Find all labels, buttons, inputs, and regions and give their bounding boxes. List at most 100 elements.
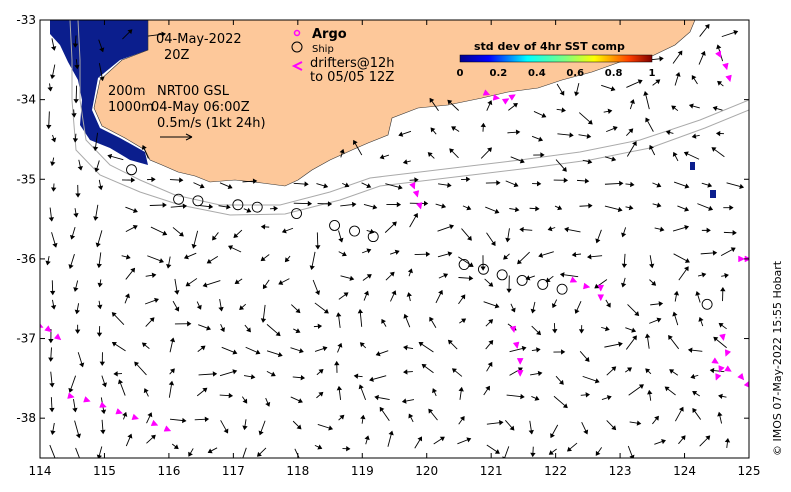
current-vector-head bbox=[391, 221, 397, 227]
current-vector-head bbox=[578, 329, 585, 334]
current-vector-head bbox=[242, 398, 248, 404]
current-vector-head bbox=[239, 305, 245, 311]
current-vector-head bbox=[94, 167, 100, 173]
current-vector-head bbox=[69, 234, 76, 240]
current-vector-head bbox=[536, 181, 542, 187]
current-vector-head bbox=[50, 161, 56, 167]
current-vector-head bbox=[364, 435, 370, 441]
current-vector-head bbox=[307, 200, 313, 207]
drifter-marker bbox=[725, 74, 732, 83]
depth-1000-label: 1000m bbox=[108, 100, 154, 115]
colorbar bbox=[459, 54, 653, 63]
current-vector-head bbox=[49, 290, 56, 296]
current-vector-head bbox=[360, 414, 366, 420]
current-vector-head bbox=[459, 416, 465, 422]
current-vector-head bbox=[50, 430, 56, 436]
current-vector-head bbox=[677, 50, 683, 56]
current-vector-head bbox=[521, 345, 527, 352]
scale-label: 0.5m/s (1kt 24h) bbox=[157, 116, 266, 131]
current-vector-head bbox=[691, 133, 697, 139]
ship-position bbox=[291, 208, 302, 219]
current-vector-head bbox=[439, 436, 445, 442]
current-vector-head bbox=[396, 201, 402, 208]
current-vector-head bbox=[638, 384, 644, 389]
current-vector-head bbox=[341, 251, 347, 257]
current-vector-head bbox=[187, 321, 192, 327]
current-vector-head bbox=[52, 242, 58, 248]
current-vector-head bbox=[101, 382, 107, 388]
current-vector-head bbox=[538, 136, 544, 142]
current-vector-head bbox=[683, 151, 689, 157]
current-vector-head bbox=[618, 341, 623, 347]
current-vector-head bbox=[628, 128, 634, 134]
current-vector-head bbox=[684, 224, 690, 231]
ship-position bbox=[349, 225, 360, 237]
current-vector-head bbox=[265, 401, 271, 407]
current-vector-head bbox=[256, 451, 262, 457]
current-vector-head bbox=[550, 433, 555, 439]
current-vector-head bbox=[569, 132, 574, 138]
current-vector-head bbox=[323, 183, 329, 189]
current-vector-head bbox=[700, 50, 706, 56]
current-vector-head bbox=[228, 245, 234, 251]
current-vector-head bbox=[595, 450, 601, 456]
current-vector-head bbox=[547, 226, 553, 232]
current-vector-head bbox=[127, 29, 133, 35]
current-vector-head bbox=[461, 318, 467, 324]
colorbar-tick-label: 0 bbox=[457, 68, 464, 79]
current-vector-head bbox=[487, 147, 492, 153]
current-vector-head bbox=[72, 138, 79, 143]
current-vector-head bbox=[349, 275, 355, 281]
current-vector-head bbox=[519, 226, 524, 233]
current-vector-head bbox=[441, 203, 447, 209]
drifter-marker bbox=[722, 62, 729, 71]
x-tick-label: 124 bbox=[673, 464, 696, 478]
current-vector-head bbox=[92, 146, 99, 152]
current-vector-head bbox=[232, 369, 238, 375]
x-tick-label: 121 bbox=[480, 464, 503, 478]
current-vector-head bbox=[595, 238, 601, 244]
current-vector-head bbox=[179, 177, 184, 183]
current-vector-head bbox=[559, 90, 565, 96]
current-vector-head bbox=[96, 263, 102, 269]
isobath-200m bbox=[77, 20, 749, 206]
current-vector-head bbox=[233, 233, 239, 238]
current-vector-head bbox=[46, 124, 52, 130]
current-vector-head bbox=[258, 430, 264, 436]
current-vector-head bbox=[322, 346, 328, 352]
current-vector-head bbox=[48, 357, 54, 362]
current-vector-head bbox=[125, 254, 131, 260]
current-vector-head bbox=[336, 312, 342, 317]
ship-legend-label: Ship bbox=[312, 44, 334, 55]
current-vector-head bbox=[49, 407, 55, 413]
current-vector-head bbox=[649, 144, 654, 150]
current-vector-head bbox=[687, 347, 693, 353]
drifter-marker bbox=[83, 396, 91, 403]
current-vector-head bbox=[563, 177, 569, 183]
current-vector-head bbox=[659, 56, 664, 62]
current-vector-head bbox=[357, 308, 364, 314]
current-vector-head bbox=[427, 152, 433, 157]
current-vector-head bbox=[574, 91, 580, 97]
current-vector-head bbox=[178, 231, 184, 237]
current-vector-head bbox=[584, 178, 590, 184]
current-vector-head bbox=[548, 450, 554, 455]
current-vector-head bbox=[561, 166, 567, 172]
current-vector-head bbox=[143, 388, 149, 394]
current-vector-head bbox=[226, 204, 231, 210]
current-vector-head bbox=[458, 386, 464, 392]
current-vector-head bbox=[604, 326, 610, 332]
y-tick-label: -35 bbox=[16, 172, 36, 186]
current-vector-head bbox=[530, 452, 536, 458]
current-vector-head bbox=[645, 368, 651, 374]
current-vector-head bbox=[48, 338, 54, 344]
current-vector-head bbox=[277, 351, 283, 358]
x-axis: 114 115 116 117 118 119 120 121 122 123 124 125 bbox=[29, 20, 760, 478]
current-vector-head bbox=[586, 254, 592, 260]
current-vector-head bbox=[425, 251, 431, 257]
ship-position bbox=[192, 195, 204, 207]
current-vector-head bbox=[545, 277, 551, 283]
current-vector-head bbox=[100, 409, 107, 415]
current-vector-head bbox=[284, 257, 290, 263]
current-vector-head bbox=[680, 435, 686, 441]
